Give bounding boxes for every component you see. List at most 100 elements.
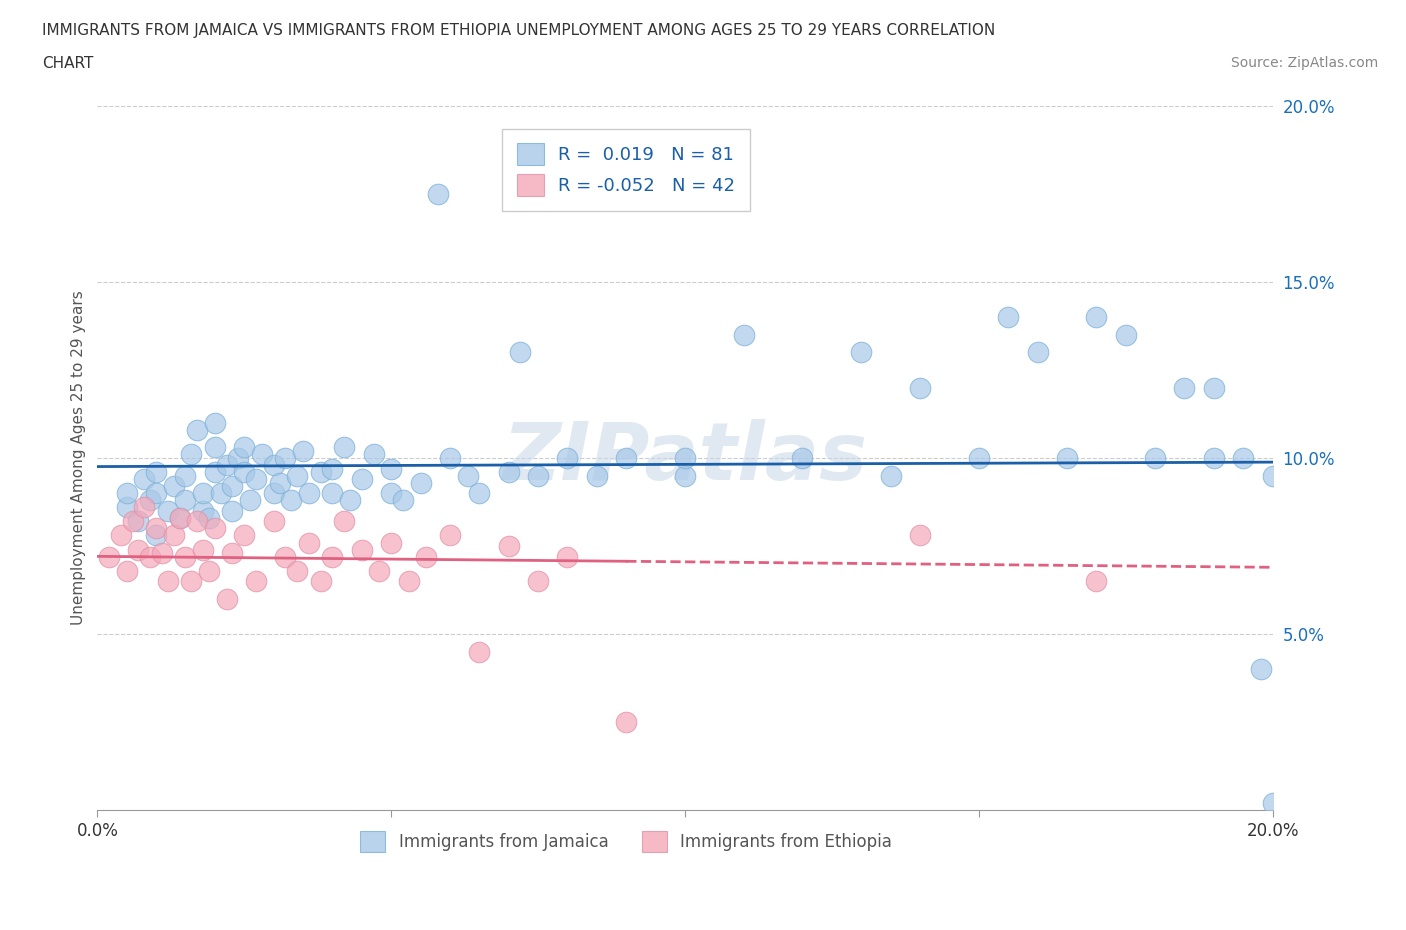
Point [191, 503, 214, 518]
Point [1232, 450, 1254, 465]
Point [380, 461, 402, 476]
Point [415, 550, 437, 565]
Point [498, 465, 520, 480]
Point [263, 485, 285, 500]
Point [163, 528, 186, 543]
Point [156, 503, 179, 518]
Point [115, 499, 138, 514]
Y-axis label: Unemployment Among Ages 25 to 29 years: Unemployment Among Ages 25 to 29 years [72, 290, 86, 625]
Point [169, 511, 191, 525]
Point [321, 485, 343, 500]
Point [468, 644, 491, 659]
Point [1085, 574, 1108, 589]
Point [557, 550, 579, 565]
Point [215, 591, 238, 606]
Point [110, 528, 132, 543]
Point [174, 493, 197, 508]
Point [221, 479, 243, 494]
Point [368, 564, 391, 578]
Point [298, 535, 321, 550]
Point [204, 440, 226, 455]
Point [1202, 380, 1225, 395]
Point [1202, 450, 1225, 465]
Point [350, 542, 373, 557]
Point [409, 475, 432, 490]
Point [673, 450, 696, 465]
Point [333, 514, 356, 529]
Point [967, 450, 990, 465]
Point [380, 535, 402, 550]
Point [127, 514, 149, 529]
Point [198, 564, 221, 578]
Point [285, 468, 308, 483]
Point [269, 475, 291, 490]
Point [457, 468, 479, 483]
Point [98, 550, 121, 565]
Point [851, 345, 873, 360]
Point [263, 514, 285, 529]
Point [215, 458, 238, 472]
Point [245, 574, 267, 589]
Point [468, 485, 491, 500]
Point [145, 465, 167, 480]
Point [228, 450, 250, 465]
Point [339, 493, 361, 508]
Point [134, 472, 156, 486]
Point [239, 493, 262, 508]
Point [392, 493, 415, 508]
Point [250, 447, 273, 462]
Point [127, 542, 149, 557]
Point [879, 468, 901, 483]
Point [292, 444, 315, 458]
Point [557, 450, 579, 465]
Point [585, 468, 607, 483]
Point [908, 380, 931, 395]
Point [614, 715, 637, 730]
Point [309, 465, 332, 480]
Point [498, 538, 520, 553]
Point [673, 468, 696, 483]
Point [204, 416, 226, 431]
Point [186, 422, 208, 437]
Point [274, 550, 297, 565]
Point [309, 574, 332, 589]
Point [1173, 380, 1195, 395]
Point [145, 485, 167, 500]
Point [321, 550, 343, 565]
Point [221, 546, 243, 561]
Point [191, 485, 214, 500]
Point [174, 550, 197, 565]
Point [150, 546, 173, 561]
Point [439, 450, 461, 465]
Point [527, 574, 550, 589]
Point [333, 440, 356, 455]
Point [180, 574, 202, 589]
Point [156, 574, 179, 589]
Point [233, 528, 256, 543]
Point [221, 503, 243, 518]
Point [145, 528, 167, 543]
Point [139, 550, 162, 565]
Point [204, 521, 226, 536]
Point [363, 447, 385, 462]
Point [398, 574, 420, 589]
Point [263, 458, 285, 472]
Point [274, 450, 297, 465]
Point [733, 327, 755, 342]
Text: CHART: CHART [42, 56, 94, 71]
Point [233, 440, 256, 455]
Point [191, 542, 214, 557]
Point [908, 528, 931, 543]
Point [204, 465, 226, 480]
Point [121, 514, 143, 529]
Point [145, 521, 167, 536]
Point [180, 447, 202, 462]
Point [321, 461, 343, 476]
Point [115, 485, 138, 500]
Point [115, 564, 138, 578]
Point [380, 485, 402, 500]
Point [1115, 327, 1137, 342]
Point [245, 472, 267, 486]
Point [1261, 468, 1284, 483]
Text: Source: ZipAtlas.com: Source: ZipAtlas.com [1230, 56, 1378, 70]
